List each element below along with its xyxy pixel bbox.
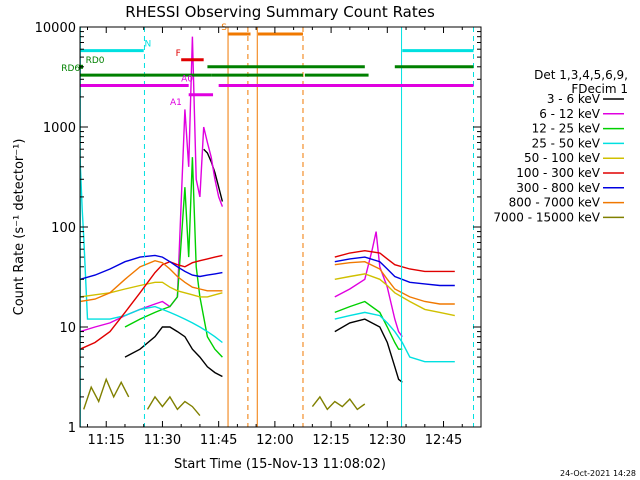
series-3 xyxy=(80,157,455,363)
series-4-segment-1 xyxy=(334,273,455,317)
y-axis: 1 10 100 1000 10000 xyxy=(35,21,481,436)
x-tick-label-2: 11:45 xyxy=(200,433,237,448)
series-4-segment-0 xyxy=(80,281,223,298)
legend-header-0: Det 1,3,4,5,6,9, xyxy=(534,68,628,82)
x-tick-label-1: 11:30 xyxy=(144,433,181,448)
x-axis: 11:15 11:30 11:45 12:00 12:15 12:30 12:45 xyxy=(86,27,482,448)
x-tick-label-0: 11:15 xyxy=(87,433,124,448)
series-8 xyxy=(83,377,366,417)
series-3-segment-1 xyxy=(334,311,455,363)
x-tick-label-3: 12:00 xyxy=(256,433,293,448)
series-3-segment-0 xyxy=(80,157,223,344)
series-0-segment-2 xyxy=(203,148,224,202)
y-tick-label-0: 1 xyxy=(68,421,76,436)
x-axis-label: Start Time (15-Nov-13 11:08:02) xyxy=(174,457,386,472)
series-5-segment-1 xyxy=(334,249,455,273)
series-0-segment-0 xyxy=(124,326,223,378)
state-label-4: RD6 xyxy=(61,64,80,74)
y-tick-label-2: 100 xyxy=(51,221,76,236)
footer-date: 24-Oct-2021 14:28 xyxy=(560,469,636,478)
legend-header-1: FDecim 1 xyxy=(571,82,628,96)
state-label-1: F xyxy=(176,49,181,59)
series-6-segment-0 xyxy=(80,254,223,280)
x-tick-label-4: 12:15 xyxy=(312,433,349,448)
state-label-3: RD0 xyxy=(86,56,105,66)
series-7-segment-1 xyxy=(334,260,455,305)
legend-label-6: 300 - 800 keV xyxy=(516,181,600,195)
y-tick-label-1: 10 xyxy=(59,321,76,336)
series-1 xyxy=(80,36,403,338)
legend-label-3: 25 - 50 keV xyxy=(532,136,601,150)
series-1-segment-0 xyxy=(80,36,224,333)
legend-label-7: 800 - 7000 keV xyxy=(509,196,601,210)
state-label-2: S xyxy=(221,23,227,33)
y-tick-label-3: 1000 xyxy=(43,121,76,136)
chart-title: RHESSI Observing Summary Count Rates xyxy=(125,3,435,21)
state-label-5: A0 xyxy=(181,75,193,85)
series-8-segment-0 xyxy=(83,377,130,410)
x-tick-label-5: 12:30 xyxy=(369,433,406,448)
series-5 xyxy=(80,249,455,350)
legend-label-8: 7000 - 15000 keV xyxy=(493,210,600,224)
legend-label-4: 50 - 100 keV xyxy=(524,151,601,165)
legend-label-5: 100 - 300 keV xyxy=(516,166,600,180)
y-tick-label-4: 10000 xyxy=(35,21,76,36)
state-label-0: N xyxy=(144,40,151,50)
legend-label-2: 12 - 25 keV xyxy=(532,122,601,136)
series-6 xyxy=(80,254,455,287)
series-8-segment-1 xyxy=(146,395,201,417)
plot-content xyxy=(80,36,455,417)
series-7-segment-0 xyxy=(80,259,223,303)
x-tick-label-6: 12:45 xyxy=(425,433,462,448)
legend-label-0: 3 - 6 keV xyxy=(547,92,601,106)
state-bars: N F S RD0 RD6 A0 A1 xyxy=(61,23,474,108)
series-7 xyxy=(80,259,455,305)
series-4 xyxy=(80,273,455,317)
y-axis-label: Count Rate (s⁻¹ detector⁻¹) xyxy=(12,139,27,316)
series-0-segment-1 xyxy=(334,318,403,383)
series-8-segment-2 xyxy=(311,395,366,411)
state-label-6: A1 xyxy=(170,98,182,108)
series-1-segment-1 xyxy=(334,231,403,338)
legend-label-1: 6 - 12 keV xyxy=(539,107,601,121)
series-6-segment-1 xyxy=(334,256,455,287)
